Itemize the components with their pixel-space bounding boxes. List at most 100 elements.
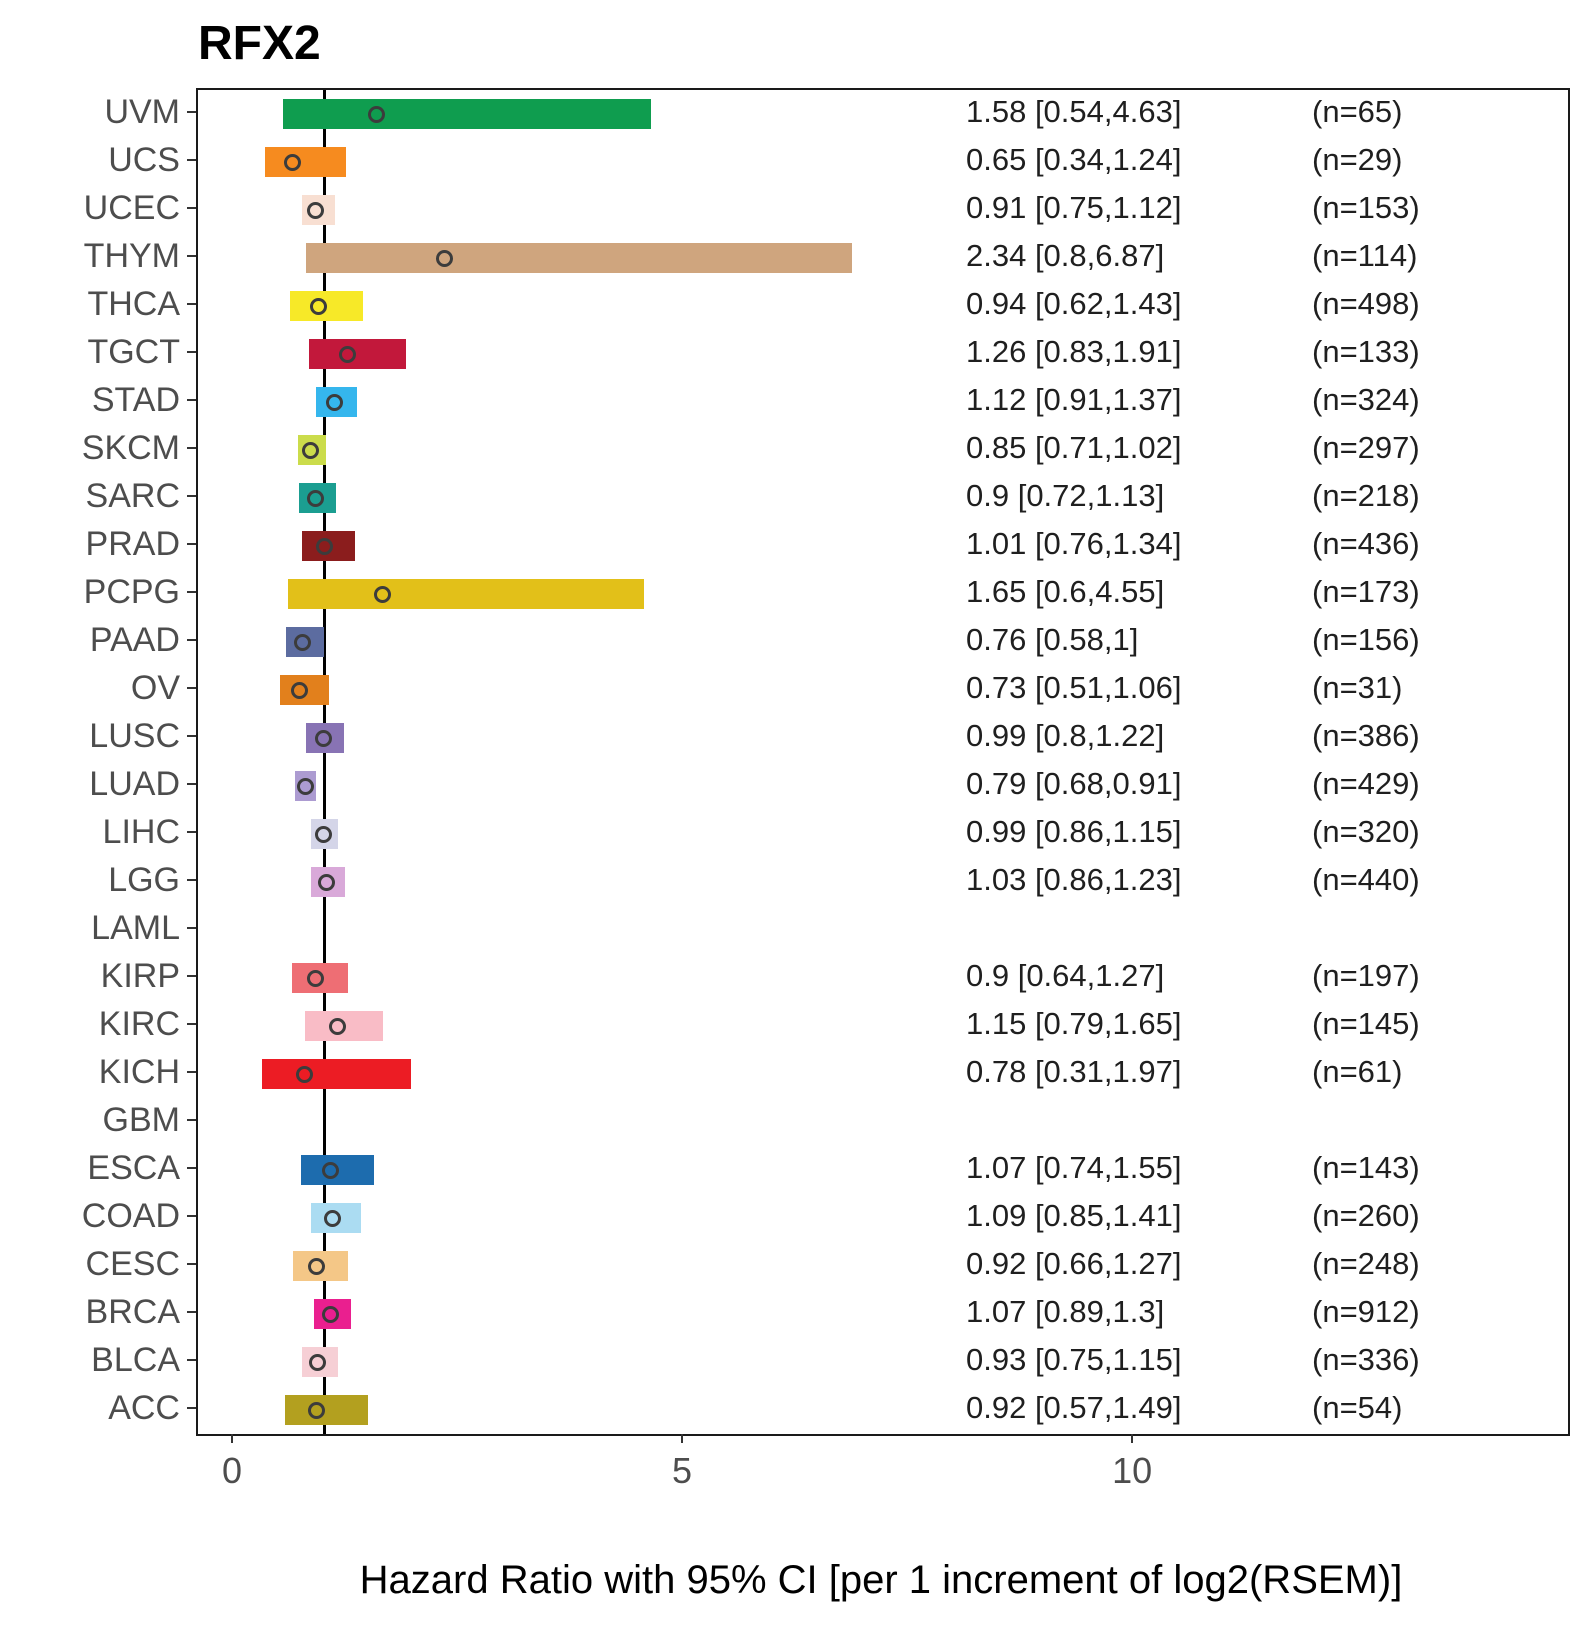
- hr-point: [309, 1353, 327, 1371]
- y-tick: [187, 255, 196, 258]
- y-tick: [187, 831, 196, 834]
- y-tick: [187, 111, 196, 114]
- sample-size-text: (n=912): [1312, 1294, 1420, 1329]
- hr-ci-text: 0.93 [0.75,1.15]: [966, 1342, 1182, 1377]
- y-tick: [187, 351, 196, 354]
- x-tick-label: 0: [221, 1450, 243, 1491]
- y-tick: [187, 1023, 196, 1026]
- hr-ci-text: 1.65 [0.6,4.55]: [966, 574, 1165, 609]
- hr-ci-text: 0.79 [0.68,0.91]: [966, 766, 1182, 801]
- x-tick-label: 5: [672, 1450, 693, 1491]
- hr-point: [314, 729, 332, 747]
- row-label: SARC: [85, 477, 180, 515]
- sample-size-text: (n=65): [1312, 94, 1403, 129]
- hr-ci-text: 1.12 [0.91,1.37]: [966, 382, 1182, 417]
- sample-size-text: (n=436): [1312, 526, 1420, 561]
- row-label: STAD: [91, 381, 180, 419]
- ci-bar: [308, 339, 406, 369]
- hr-ci-text: 0.92 [0.57,1.49]: [966, 1390, 1182, 1425]
- hr-point: [310, 297, 328, 315]
- sample-size-text: (n=61): [1312, 1054, 1403, 1089]
- hr-ci-text: 0.99 [0.86,1.15]: [966, 814, 1182, 849]
- sample-size-text: (n=133): [1312, 334, 1420, 369]
- y-tick: [187, 975, 196, 978]
- plot-panel: [196, 88, 1570, 1436]
- hr-point: [367, 105, 385, 123]
- hr-ci-text: 0.78 [0.31,1.97]: [966, 1054, 1182, 1089]
- row-label: LUSC: [89, 717, 180, 755]
- hr-point: [306, 969, 324, 987]
- row-label: LGG: [108, 861, 180, 899]
- y-tick: [187, 1407, 196, 1410]
- hr-ci-text: 1.07 [0.89,1.3]: [966, 1294, 1165, 1329]
- row-label: KIRC: [98, 1005, 180, 1043]
- hr-point: [291, 681, 309, 699]
- sample-size-text: (n=54): [1312, 1390, 1403, 1425]
- hr-point: [321, 1161, 339, 1179]
- sample-size-text: (n=297): [1312, 430, 1420, 465]
- x-axis-title: Hazard Ratio with 95% CI [per 1 incremen…: [359, 1558, 1403, 1602]
- hr-ci-text: 1.26 [0.83,1.91]: [966, 334, 1182, 369]
- row-label: THCA: [87, 285, 180, 323]
- ci-bar: [306, 243, 853, 273]
- row-label: BLCA: [91, 1341, 180, 1379]
- row-label: SKCM: [81, 429, 180, 467]
- hr-point: [306, 489, 324, 507]
- y-tick: [187, 447, 196, 450]
- y-tick: [187, 399, 196, 402]
- hr-point: [308, 1257, 326, 1275]
- hr-ci-text: 0.9 [0.72,1.13]: [966, 478, 1165, 513]
- sample-size-text: (n=440): [1312, 862, 1420, 897]
- y-tick: [187, 639, 196, 642]
- y-tick: [187, 207, 196, 210]
- sample-size-text: (n=173): [1312, 574, 1420, 609]
- hr-point: [329, 1017, 347, 1035]
- row-label: TGCT: [87, 333, 180, 371]
- row-label: ESCA: [87, 1149, 180, 1187]
- hr-ci-text: 1.07 [0.74,1.55]: [966, 1150, 1182, 1185]
- row-label: COAD: [81, 1197, 180, 1235]
- sample-size-text: (n=145): [1312, 1006, 1420, 1041]
- hr-ci-text: 1.03 [0.86,1.23]: [966, 862, 1182, 897]
- y-tick: [187, 735, 196, 738]
- sample-size-text: (n=320): [1312, 814, 1420, 849]
- y-tick: [187, 1215, 196, 1218]
- sample-size-text: (n=197): [1312, 958, 1420, 993]
- row-label: UCEC: [83, 189, 180, 227]
- hr-ci-text: 0.76 [0.58,1]: [966, 622, 1139, 657]
- hr-ci-text: 0.73 [0.51,1.06]: [966, 670, 1182, 705]
- y-tick: [187, 591, 196, 594]
- ci-bar: [285, 1395, 369, 1425]
- chart-title: RFX2: [198, 17, 321, 70]
- row-label: BRCA: [85, 1293, 180, 1331]
- hr-point: [314, 825, 332, 843]
- x-tick: [230, 1434, 234, 1443]
- x-tick: [680, 1434, 684, 1443]
- hr-point: [308, 1401, 326, 1419]
- y-tick: [187, 1359, 196, 1362]
- sample-size-text: (n=248): [1312, 1246, 1420, 1281]
- hr-ci-text: 1.01 [0.76,1.34]: [966, 526, 1182, 561]
- hr-point: [321, 1305, 339, 1323]
- sample-size-text: (n=336): [1312, 1342, 1420, 1377]
- sample-size-text: (n=114): [1312, 238, 1418, 273]
- hr-point: [302, 441, 320, 459]
- row-label: UCS: [108, 141, 180, 179]
- y-tick: [187, 303, 196, 306]
- hr-point: [323, 1209, 341, 1227]
- sample-size-text: (n=324): [1312, 382, 1420, 417]
- row-label: LAML: [91, 909, 180, 947]
- hr-point: [374, 585, 392, 603]
- reference-line: [322, 90, 326, 1434]
- hr-point: [296, 777, 314, 795]
- hr-point: [295, 1065, 313, 1083]
- row-label: CESC: [85, 1245, 180, 1283]
- hr-ci-text: 1.58 [0.54,4.63]: [966, 94, 1182, 129]
- hr-point: [284, 153, 301, 171]
- row-label: ACC: [108, 1389, 180, 1427]
- hr-point: [316, 537, 334, 555]
- y-tick: [187, 1071, 196, 1074]
- hr-ci-text: 0.92 [0.66,1.27]: [966, 1246, 1182, 1281]
- hr-ci-text: 0.91 [0.75,1.12]: [966, 190, 1182, 225]
